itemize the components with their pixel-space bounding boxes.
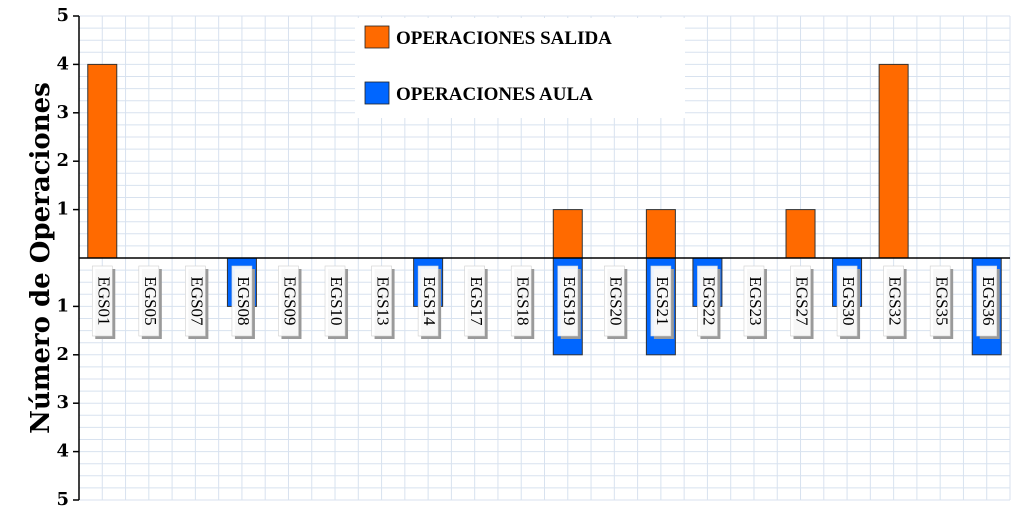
category-label-group: EGS35 [929, 265, 954, 339]
category-label-egs27: EGS27 [793, 276, 812, 326]
category-label-box [91, 265, 113, 337]
y-tick-label: 2 [56, 344, 69, 365]
category-label-egs01: EGS01 [94, 276, 113, 325]
category-label-box [185, 265, 206, 337]
y-tick-label: 5 [56, 5, 69, 26]
category-label-egs10: EGS10 [327, 276, 346, 325]
y-tick-label: 3 [56, 392, 69, 413]
category-label-egs08: EGS08 [234, 276, 253, 325]
category-label-box [138, 265, 160, 337]
category-label-egs07: EGS07 [187, 276, 206, 326]
category-label-group: EGS21 [650, 265, 674, 339]
y-tick-label: 4 [56, 441, 69, 462]
category-label-box [510, 265, 532, 337]
category-label-box [231, 265, 253, 337]
category-label-box [417, 265, 439, 337]
bar-salida-egs19 [552, 209, 583, 259]
category-label-box [790, 265, 811, 337]
category-label-box [324, 265, 346, 337]
category-label-box [650, 265, 672, 337]
y-tick-label: 4 [56, 53, 69, 74]
category-label-group: EGS10 [324, 265, 349, 339]
legend-label-aula: OPERACIONES AULA [396, 84, 593, 105]
category-label-box [278, 265, 299, 337]
legend-swatch-aula [364, 81, 390, 105]
category-labels: EGS01 EGS05 EGS07 EGS08 EGS09 EGS10 EGS13 EGS14… [91, 265, 1000, 339]
category-label-group: EGS30 [836, 265, 861, 339]
category-label-egs23: EGS23 [746, 276, 765, 325]
category-label-group: EGS01 [91, 265, 116, 339]
category-label-group: EGS08 [231, 265, 255, 339]
bar-salida-egs01 [87, 63, 118, 259]
y-tick-label: 1 [56, 199, 69, 220]
category-label-egs30: EGS30 [839, 276, 858, 325]
bar-salida-egs21 [645, 209, 676, 259]
axes: 1 2 3 4 5 1 2 3 4 5 [56, 5, 1010, 510]
category-label-group: EGS14 [417, 265, 442, 339]
legend-box [355, 18, 685, 118]
category-label-egs35: EGS35 [932, 276, 951, 325]
category-label-egs13: EGS13 [374, 276, 393, 325]
y-tick-label: 1 [56, 295, 69, 316]
category-label-egs05: EGS05 [141, 276, 160, 325]
category-label-group: EGS13 [371, 265, 395, 339]
category-label-box [743, 265, 765, 337]
legend-swatch-salida [364, 25, 390, 49]
category-label-egs32: EGS32 [886, 276, 905, 325]
category-label-group: EGS22 [697, 265, 721, 339]
legend-label-salida: OPERACIONES SALIDA [396, 28, 612, 49]
category-label-box [929, 265, 951, 337]
category-label-box [464, 265, 485, 337]
category-label-egs19: EGS19 [560, 276, 579, 325]
category-label-egs14: EGS14 [420, 276, 439, 326]
category-label-group: EGS20 [604, 265, 628, 339]
y-tick-label: 5 [56, 489, 69, 510]
category-label-box [836, 265, 858, 337]
category-label-group: EGS36 [976, 265, 1000, 339]
category-label-egs22: EGS22 [700, 276, 719, 325]
category-label-egs17: EGS17 [467, 276, 486, 326]
category-label-box [604, 265, 625, 337]
category-label-box [697, 265, 718, 337]
bar-salida-egs27 [785, 209, 816, 259]
category-label-group: EGS05 [138, 265, 162, 339]
category-label-group: EGS18 [510, 265, 535, 339]
category-label-group: EGS32 [883, 265, 907, 339]
category-label-egs36: EGS36 [979, 276, 998, 325]
category-label-egs09: EGS09 [281, 276, 300, 325]
category-label-box [883, 265, 904, 337]
category-label-egs20: EGS20 [606, 276, 625, 325]
category-label-group: EGS27 [790, 265, 814, 339]
category-label-group: EGS17 [464, 265, 488, 339]
bar-salida-egs32 [878, 63, 909, 259]
y-axis-label: Número de Operaciones [26, 82, 56, 434]
category-label-egs21: EGS21 [653, 276, 672, 325]
category-label-box [557, 265, 579, 337]
category-label-box [976, 265, 998, 337]
category-label-box [371, 265, 392, 337]
category-label-egs18: EGS18 [513, 276, 532, 325]
category-label-group: EGS19 [557, 265, 581, 339]
category-label-group: EGS07 [185, 265, 209, 339]
y-tick-label: 2 [56, 150, 69, 171]
legend: OPERACIONES SALIDA OPERACIONES AULA [355, 18, 685, 118]
category-label-group: EGS23 [743, 265, 767, 339]
category-label-group: EGS09 [278, 265, 302, 339]
y-tick-label: 3 [56, 102, 69, 123]
